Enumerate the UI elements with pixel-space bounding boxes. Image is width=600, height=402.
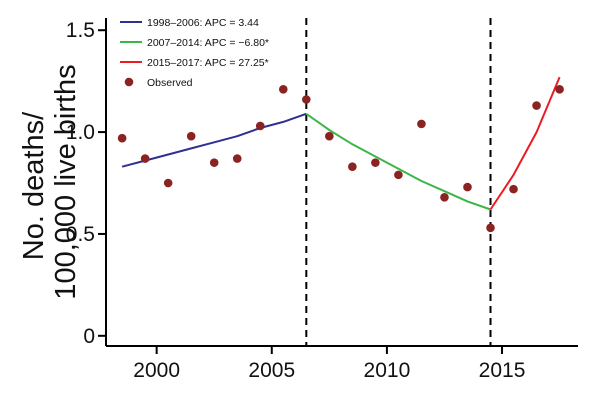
- plot-area: [117, 18, 564, 346]
- y-tick-label: 0: [83, 325, 95, 348]
- y-axis-title-line-1: No. deaths/: [18, 111, 50, 260]
- x-tick-label: 2005: [248, 359, 295, 382]
- observed-point: [348, 162, 357, 172]
- segment-breaks: [305, 18, 492, 346]
- observed-point: [140, 154, 150, 163]
- legend-label-3: 2015–2017: APC = 27.25*: [147, 57, 269, 69]
- legend-label-2: 2007–2014: APC = −6.80*: [147, 37, 269, 49]
- observed-point: [163, 178, 173, 188]
- y-tick-label: 1.0: [66, 121, 95, 144]
- observed-point: [394, 170, 403, 180]
- observed-point: [463, 182, 472, 192]
- observed-point: [371, 158, 380, 167]
- observed-point: [302, 95, 311, 104]
- y-ticks: 0 0.5 1.0 1.5: [66, 19, 106, 348]
- observed-point: [417, 119, 426, 129]
- legend: 1998–2006: APC = 3.44 2007–2014: APC = −6…: [120, 17, 269, 89]
- x-tick-label: 2010: [364, 359, 411, 382]
- legend-label-1: 1998–2006: APC = 3.44: [147, 17, 259, 29]
- trend-line-2: [305, 112, 491, 211]
- legend-label-observed: Observed: [147, 77, 193, 89]
- observed-point: [117, 133, 127, 143]
- x-tick-label: 2000: [133, 359, 180, 382]
- observed-point: [255, 121, 265, 131]
- observed-point: [186, 131, 196, 141]
- trend-line-1: [121, 112, 307, 168]
- y-tick-label: 0.5: [66, 223, 95, 246]
- trend-line-3: [489, 76, 561, 211]
- observed-point: [278, 85, 288, 94]
- observed-point: [532, 101, 541, 110]
- y-tick-label: 1.5: [66, 19, 95, 42]
- observed-point: [509, 184, 518, 194]
- x-tick-label: 2015: [479, 359, 526, 382]
- y-axis-title-line-2: 100,000 live births: [50, 64, 82, 299]
- observed-point: [440, 192, 449, 202]
- x-ticks: 2000 2005 2010 2015: [133, 346, 525, 382]
- observed-point: [232, 154, 242, 163]
- trend-lines: [121, 76, 561, 211]
- legend-swatch-observed: [124, 77, 134, 87]
- observed-point: [209, 158, 219, 167]
- observed-point: [486, 223, 495, 233]
- axes: 0 0.5 1.0 1.5 2000 2005 2010 2015: [66, 18, 578, 382]
- observed-points: [117, 85, 564, 233]
- y-axis-title: No. deaths/ 100,000 live births: [18, 64, 82, 299]
- observed-point: [555, 85, 564, 94]
- observed-point: [325, 131, 334, 141]
